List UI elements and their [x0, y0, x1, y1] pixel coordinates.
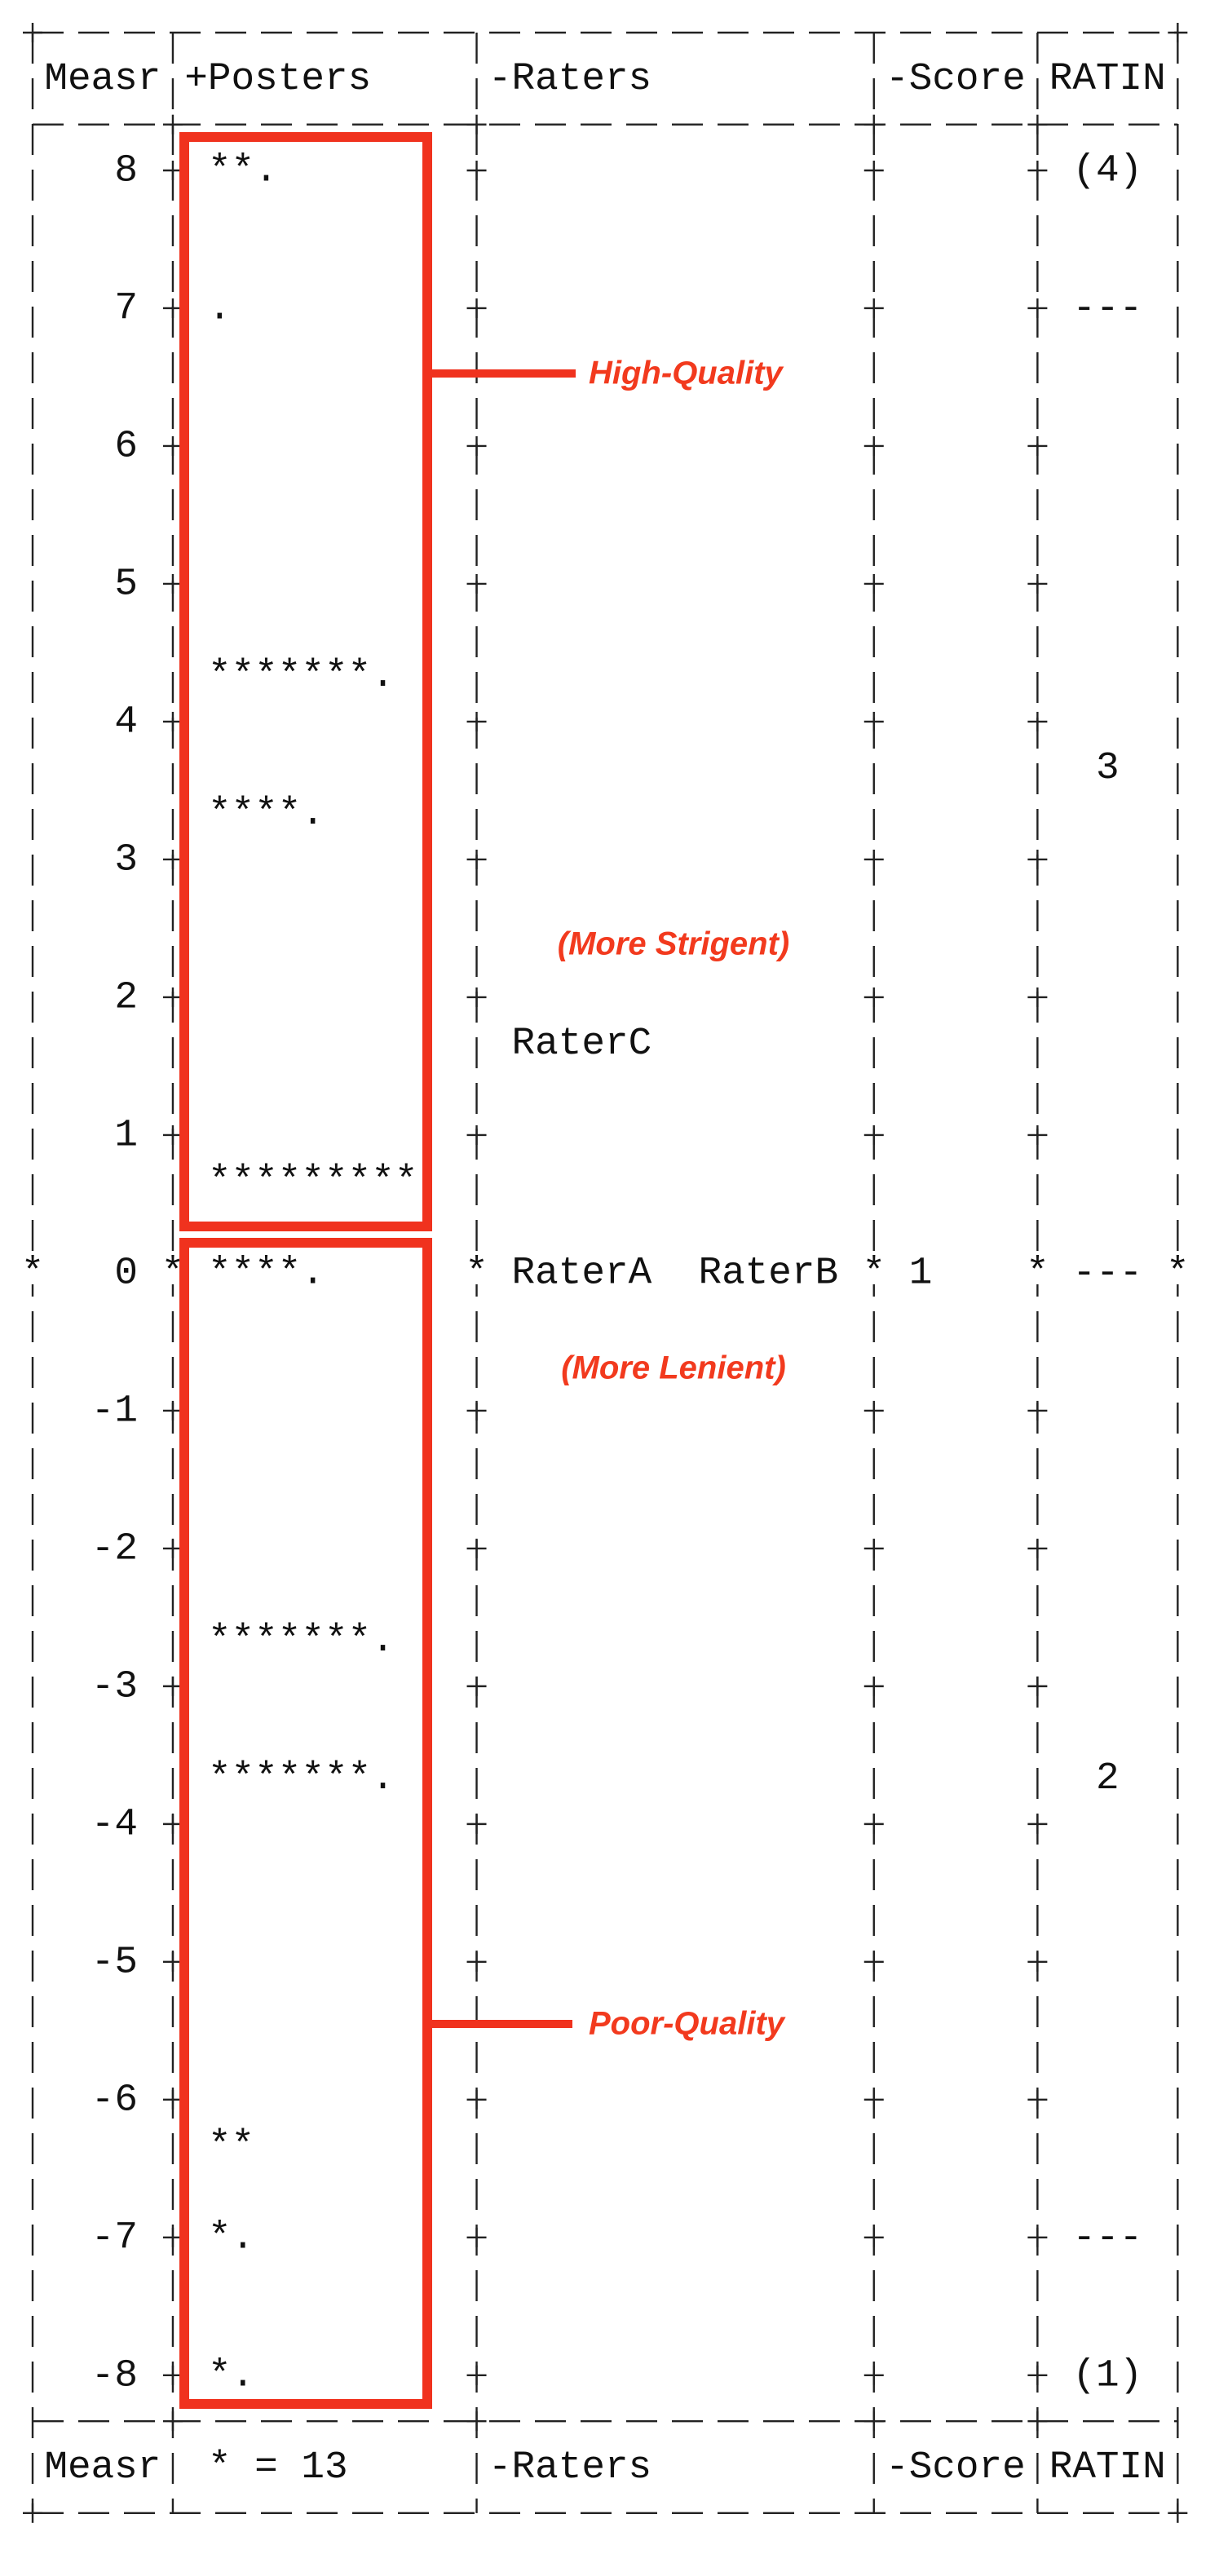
measure-label: 0: [114, 1252, 138, 1296]
header-score: -Score: [886, 57, 1026, 101]
poster-count: .: [208, 287, 232, 331]
header-rating: RATIN: [1049, 57, 1166, 101]
measure-label: -6: [91, 2078, 138, 2122]
measure-label: 3: [114, 838, 138, 882]
header-raters: -Raters: [488, 57, 651, 101]
header-measure: Measr: [44, 57, 161, 101]
poster-count: *.: [208, 2353, 254, 2397]
rating-label: ---: [1072, 1252, 1142, 1296]
high-quality-box: [179, 132, 432, 1231]
measure-label: -3: [91, 1664, 138, 1708]
high-quality-label: High-Quality: [589, 356, 784, 391]
poster-count: *.: [208, 2216, 254, 2260]
rating-label: 3: [1096, 746, 1120, 790]
marker-backdrop: [1169, 1261, 1186, 1284]
rating-label: ---: [1072, 2216, 1142, 2260]
rating-label: ---: [1072, 287, 1142, 331]
header-posters: +Posters: [184, 57, 371, 101]
footer-posters: * = 13: [208, 2446, 348, 2490]
measure-label: -4: [91, 1802, 138, 1846]
poster-count: *******.: [208, 1756, 395, 1801]
measure-label: -8: [91, 2353, 138, 2397]
poor-quality-box: [179, 1238, 432, 2409]
poster-count: *********: [208, 1160, 418, 1204]
zero-marker: *: [1166, 1252, 1190, 1296]
marker-backdrop: [164, 1261, 181, 1284]
footer-measure: Measr: [44, 2446, 161, 2490]
poster-count: *******.: [208, 1619, 395, 1663]
zero-marker: *: [21, 1252, 45, 1296]
zero-marker: *: [465, 1252, 488, 1296]
score-label: 1: [909, 1252, 933, 1296]
poor-quality-label: Poor-Quality: [589, 2006, 786, 2042]
poster-count: *******.: [208, 654, 395, 698]
zero-marker: *: [1026, 1252, 1049, 1296]
rater-label: RaterA RaterB: [512, 1252, 839, 1296]
rating-label: 2: [1096, 1756, 1120, 1801]
measure-label: 7: [114, 287, 138, 331]
measure-label: 2: [114, 976, 138, 1020]
measure-label: 4: [114, 700, 138, 745]
footer-rating: RATIN: [1049, 2446, 1166, 2490]
footer-raters: -Raters: [488, 2446, 651, 2490]
poster-count: **.: [208, 149, 278, 193]
marker-backdrop: [865, 1261, 882, 1284]
measure-label: -7: [91, 2216, 138, 2260]
marker-backdrop: [468, 1261, 485, 1284]
footer-score: -Score: [886, 2446, 1026, 2490]
marker-backdrop: [1029, 1261, 1046, 1284]
measure-label: -1: [91, 1389, 138, 1433]
marker-backdrop: [24, 1261, 41, 1284]
measure-label: 8: [114, 149, 138, 193]
zero-marker: *: [862, 1252, 886, 1296]
poster-count: **: [208, 2124, 254, 2168]
stringent-label: (More Strigent): [558, 926, 789, 962]
rater-label: RaterC: [512, 1022, 652, 1066]
lenient-label: (More Lenient): [561, 1350, 786, 1386]
measure-label: 5: [114, 563, 138, 607]
measure-label: -2: [91, 1527, 138, 1571]
measure-label: 1: [114, 1114, 138, 1158]
poster-count: ****.: [208, 1252, 325, 1296]
rating-label: (4): [1072, 149, 1142, 193]
measure-label: -5: [91, 1940, 138, 1984]
rating-label: (1): [1072, 2353, 1142, 2397]
poster-count: ****.: [208, 792, 325, 836]
measure-label: 6: [114, 425, 138, 469]
